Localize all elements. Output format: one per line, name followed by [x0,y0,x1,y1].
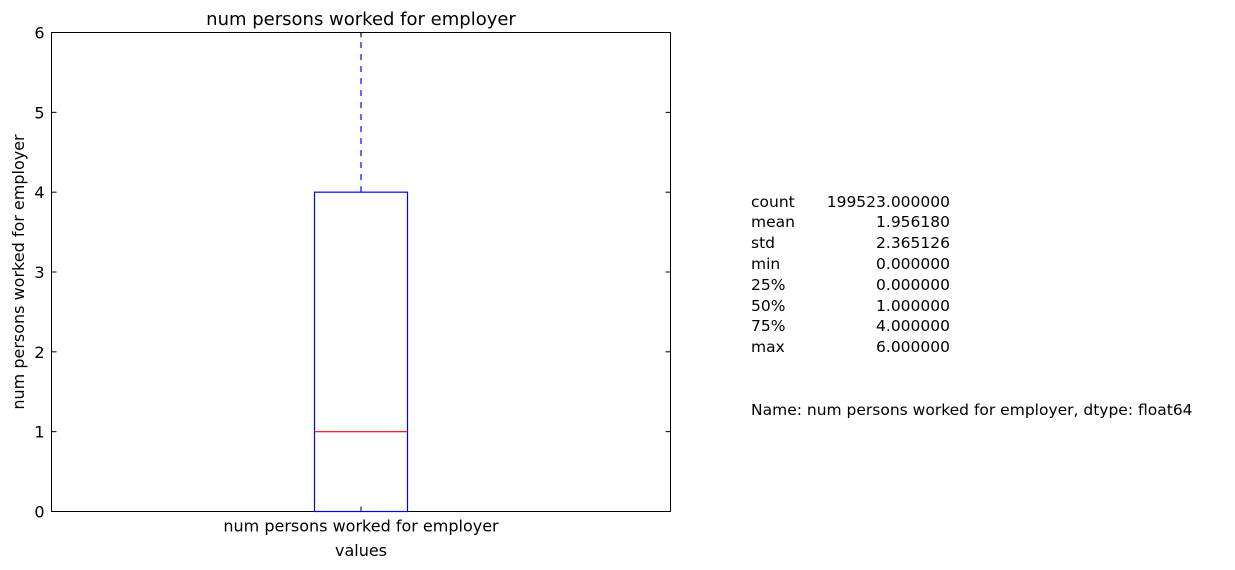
x-tick-label: num persons worked for employer [223,517,499,536]
x-axis-ticks: num persons worked for employer [223,32,499,536]
y-tick-label: 0 [34,503,44,522]
stat-row: count 199523.000000 [751,192,1193,213]
y-tick-label: 1 [34,423,44,442]
stat-key: 75% [751,317,786,336]
stat-value: 0.000000 [876,275,950,294]
stat-value: 2.365126 [876,234,950,253]
y-axis-label: num persons worked for employer [9,134,28,410]
stat-key: std [751,234,775,253]
stat-key: min [751,254,781,273]
stat-key: max [751,338,785,357]
stat-key: mean [751,213,795,232]
y-axis-ticks: 0 1 2 3 4 5 6 [34,24,671,522]
stat-value: 0.000000 [876,254,950,273]
stat-rows: count 199523.000000 mean 1.956180 std 2.36512… [751,192,1193,358]
stat-row: mean 1.956180 [751,212,1193,233]
stat-value: 6.000000 [876,338,950,357]
stat-key: 50% [751,296,786,315]
stat-row: std 2.365126 [751,233,1193,254]
stat-key: 25% [751,275,786,294]
stat-row: 50% 1.000000 [751,296,1193,317]
stat-row: 75% 4.000000 [751,316,1193,337]
y-tick-label: 4 [34,183,44,202]
y-tick-label: 2 [34,343,44,362]
stat-row: min 0.000000 [751,254,1193,275]
x-axis-label: values [335,541,387,560]
stat-key: count [751,192,795,211]
stat-value: 1.000000 [876,296,950,315]
box-plot-chart: num persons worked for employer 0123456 … [9,9,671,560]
stat-row: max 6.000000 [751,337,1193,358]
stat-value: 1.956180 [876,213,950,232]
summary-statistics: count 199523.000000 mean 1.956180 std 2.36512… [751,150,1193,441]
y-tick-label: 5 [34,103,44,122]
chart-title: num persons worked for employer [206,9,516,30]
stat-footer: Name: num persons worked for employer, d… [751,400,1193,419]
stat-value: 199523.000000 [826,192,950,211]
y-tick-label: 3 [34,263,44,282]
y-tick-label: 6 [34,24,44,43]
stat-value: 4.000000 [876,317,950,336]
stat-row: 25% 0.000000 [751,275,1193,296]
